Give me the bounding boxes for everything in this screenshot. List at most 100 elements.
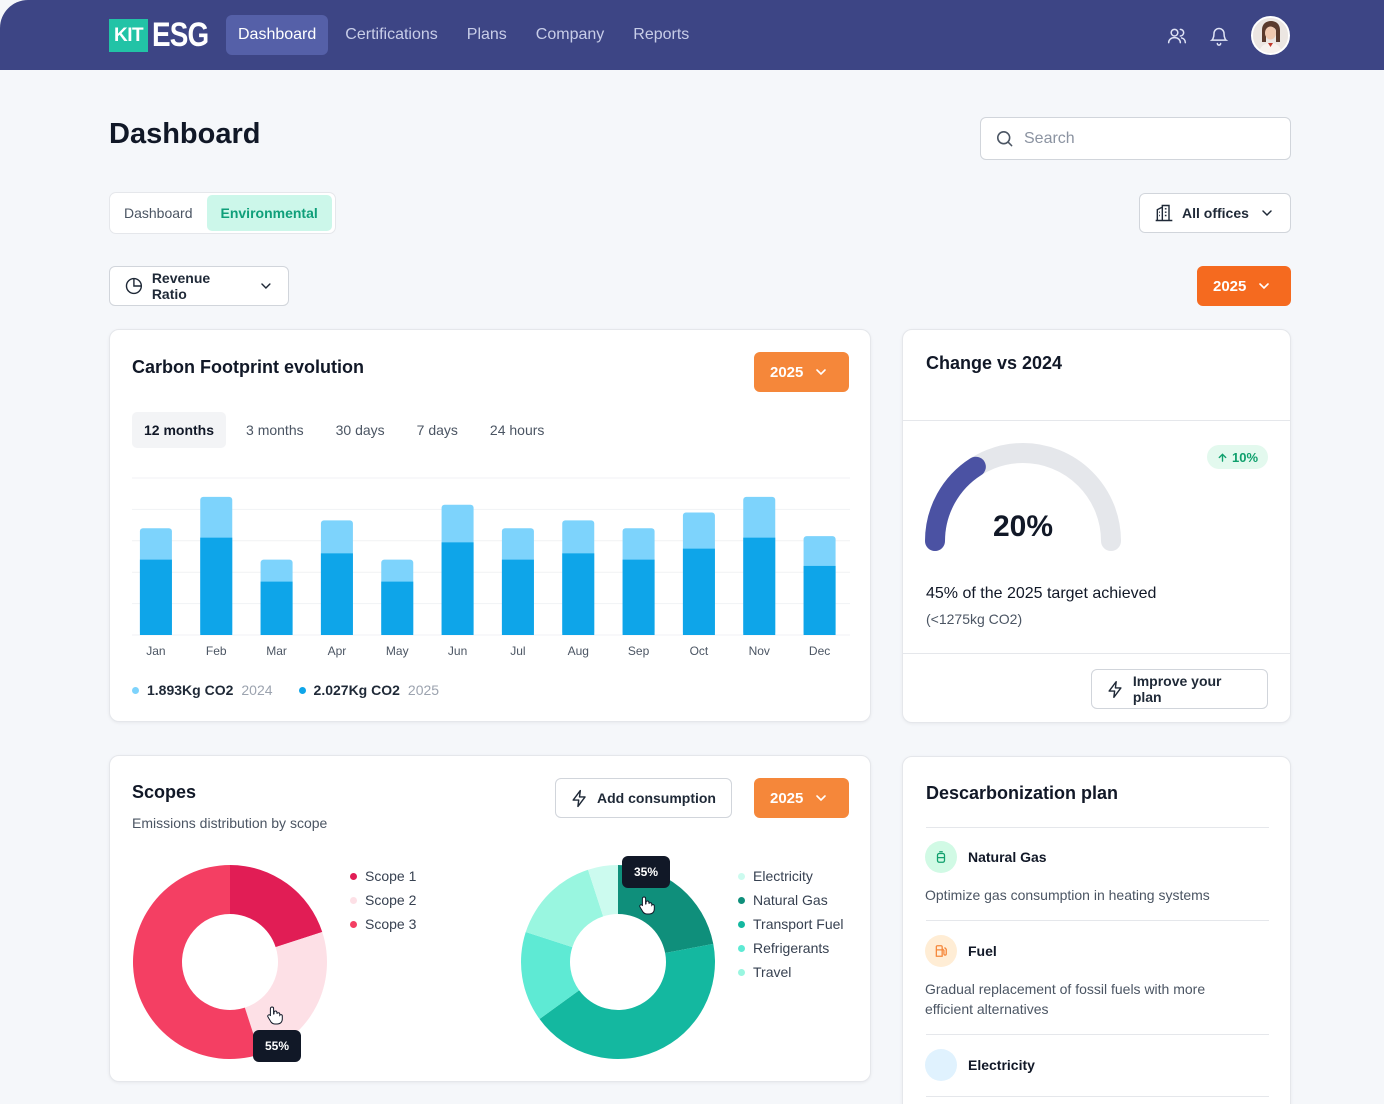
user-avatar[interactable] bbox=[1251, 16, 1290, 55]
users-icon[interactable] bbox=[1167, 26, 1187, 46]
metric-dropdown[interactable]: Revenue Ratio bbox=[109, 266, 289, 306]
bar-2025-jul[interactable] bbox=[501, 559, 534, 635]
bar-2025-mar[interactable] bbox=[260, 581, 293, 635]
scopes-year-dropdown[interactable]: 2025 bbox=[754, 778, 849, 818]
add-consumption-button[interactable]: Add consumption bbox=[555, 778, 732, 818]
donut-scopes-slice-2[interactable] bbox=[133, 865, 260, 1059]
range-12-months[interactable]: 12 months bbox=[132, 412, 227, 448]
page-title: Dashboard bbox=[109, 118, 261, 150]
legend-refrigerants: Refrigerants bbox=[738, 936, 844, 960]
scopes-card: Scopes Emissions distribution by scope A… bbox=[109, 755, 871, 1082]
top-icons bbox=[1167, 16, 1290, 55]
plan-item-name: Natural Gas bbox=[968, 849, 1047, 865]
nav-item-plans[interactable]: Plans bbox=[466, 26, 507, 43]
scopes-year-label: 2025 bbox=[770, 789, 804, 807]
improve-plan-label: Improve your plan bbox=[1132, 673, 1222, 705]
divider bbox=[926, 1034, 1269, 1035]
lightning-icon bbox=[1108, 680, 1122, 698]
progress-gauge bbox=[925, 443, 1121, 551]
donut-scopes-slice-1[interactable] bbox=[244, 932, 327, 1055]
main-nav: Dashboard Certifications Plans Company R… bbox=[226, 15, 706, 55]
bar-2025-nov[interactable] bbox=[743, 537, 776, 635]
range-7-days[interactable]: 7 days bbox=[416, 422, 458, 438]
bar-2025-aug[interactable] bbox=[562, 553, 595, 635]
offices-label: All offices bbox=[1182, 205, 1249, 221]
building-icon bbox=[1155, 204, 1173, 222]
scopes-title: Scopes bbox=[132, 782, 197, 802]
bar-2025-dec[interactable] bbox=[803, 565, 836, 635]
x-tick-label: Nov bbox=[749, 644, 770, 658]
arrow-up-icon bbox=[1218, 452, 1227, 462]
legend-scope-3: Scope 3 bbox=[350, 912, 416, 936]
search-box[interactable] bbox=[980, 117, 1291, 160]
chevron-down-icon bbox=[261, 283, 271, 290]
legend-dot-2025 bbox=[298, 686, 306, 694]
sources-tooltip: 35% bbox=[622, 856, 670, 888]
improve-plan-button[interactable]: Improve your plan bbox=[1091, 669, 1268, 709]
divider bbox=[903, 420, 1290, 421]
bar-2025-may[interactable] bbox=[381, 581, 414, 635]
brand-logo[interactable]: KIT ESG bbox=[109, 15, 221, 54]
bar-2025-jan[interactable] bbox=[139, 559, 172, 635]
change-card-title: Change vs 2024 bbox=[926, 353, 1063, 373]
donut-scopes-slice-0[interactable] bbox=[230, 865, 323, 948]
bell-icon[interactable] bbox=[1209, 26, 1229, 46]
change-badge-value: 10% bbox=[1232, 449, 1259, 465]
sources-legend: Electricity Natural Gas Transport Fuel R… bbox=[738, 864, 844, 984]
range-30-days[interactable]: 30 days bbox=[335, 422, 385, 438]
legend-label: Scope 3 bbox=[365, 916, 417, 932]
gas-tank-icon bbox=[925, 841, 957, 873]
bar-2025-feb[interactable] bbox=[200, 537, 233, 635]
plan-item-name: Fuel bbox=[968, 943, 997, 959]
legend-label: Travel bbox=[753, 964, 792, 980]
search-icon bbox=[996, 130, 1013, 147]
hand-cursor-icon bbox=[639, 896, 655, 915]
legend-dot bbox=[738, 920, 745, 928]
subtab-dashboard[interactable]: Dashboard bbox=[124, 205, 193, 221]
logo-esg: ESG bbox=[152, 15, 209, 54]
plan-item-electricity[interactable]: Electricity bbox=[925, 1049, 1268, 1089]
range-tabs: 12 months 3 months 30 days 7 days 24 hou… bbox=[132, 412, 564, 448]
divider bbox=[926, 827, 1269, 828]
chevron-down-icon bbox=[1262, 210, 1272, 217]
bar-2025-oct[interactable] bbox=[682, 548, 715, 635]
donut-sources-slice-4[interactable] bbox=[588, 865, 618, 917]
legend-dot bbox=[738, 944, 745, 952]
year-dropdown[interactable]: 2025 bbox=[1197, 266, 1291, 306]
subtabs: Dashboard Environmental bbox=[109, 192, 336, 234]
x-tick-label: Mar bbox=[266, 644, 287, 658]
bar-2025-apr[interactable] bbox=[320, 553, 353, 635]
legend-dot bbox=[738, 896, 745, 904]
logo-kit: KIT bbox=[109, 18, 149, 52]
nav-item-reports[interactable]: Reports bbox=[633, 26, 690, 43]
legend-electricity: Electricity bbox=[738, 864, 844, 888]
electricity-icon bbox=[925, 1049, 957, 1081]
bar-2025-jun[interactable] bbox=[441, 542, 474, 635]
donut-sources-slice-1[interactable] bbox=[539, 943, 715, 1059]
plan-item-name: Electricity bbox=[968, 1057, 1035, 1073]
bar-2025-sep[interactable] bbox=[622, 559, 655, 635]
legend-scope-2: Scope 2 bbox=[350, 888, 416, 912]
plan-title: Descarbonization plan bbox=[926, 783, 1119, 803]
donut-sources-slice-2[interactable] bbox=[521, 932, 580, 1020]
range-24-hours[interactable]: 24 hours bbox=[489, 422, 545, 438]
carbon-year-dropdown[interactable]: 2025 bbox=[754, 352, 849, 392]
subtab-environmental[interactable]: Environmental bbox=[206, 195, 332, 231]
nav-item-company[interactable]: Company bbox=[535, 26, 605, 43]
scopes-subtitle: Emissions distribution by scope bbox=[132, 815, 328, 831]
legend-value-2025: 2.027Kg CO2 bbox=[313, 682, 400, 698]
offices-dropdown[interactable]: All offices bbox=[1139, 193, 1291, 233]
donut-sources-slice-3[interactable] bbox=[525, 869, 604, 948]
range-3-months[interactable]: 3 months bbox=[246, 422, 304, 438]
legend-label: Refrigerants bbox=[753, 940, 830, 956]
nav-item-dashboard[interactable]: Dashboard bbox=[226, 15, 329, 55]
legend-dot bbox=[350, 896, 357, 904]
legend-dot bbox=[738, 872, 745, 880]
legend-year-2025: 2025 bbox=[407, 682, 440, 698]
search-input[interactable] bbox=[1024, 129, 1274, 148]
plan-item-desc: Optimize gas consumption in heating syst… bbox=[925, 887, 1210, 903]
plan-item-fuel[interactable]: Fuel Gradual replacement of fossil fuels… bbox=[925, 935, 1268, 1025]
x-tick-label: Apr bbox=[328, 644, 347, 658]
nav-item-certifications[interactable]: Certifications bbox=[345, 26, 438, 43]
plan-item-natural-gas[interactable]: Natural Gas Optimize gas consumption in … bbox=[925, 841, 1268, 921]
